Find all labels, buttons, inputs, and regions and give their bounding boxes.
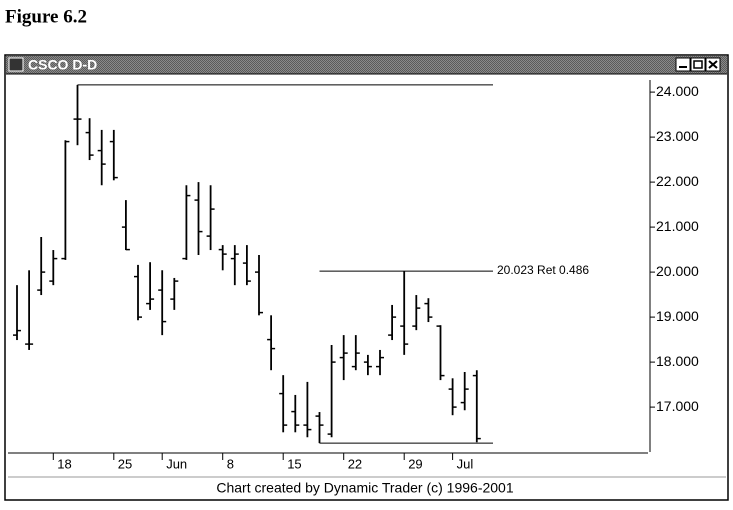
y-tick-label: 24.000 (656, 83, 699, 99)
x-tick-label: 15 (287, 456, 301, 471)
x-tick-label: 25 (118, 456, 132, 471)
window-buttons[interactable] (675, 57, 721, 72)
maximize-button[interactable] (690, 57, 706, 72)
x-tick-label: Jun (166, 456, 187, 471)
title-bar (6, 56, 727, 74)
x-tick-label: 22 (348, 456, 362, 471)
x-tick-label: 8 (227, 456, 234, 471)
retracement-label: 20.023 Ret 0.486 (497, 263, 589, 277)
y-tick-label: 23.000 (656, 128, 699, 144)
figure-caption: Figure 6.2 (5, 6, 87, 27)
window-icon (8, 57, 24, 72)
y-tick-label: 22.000 (656, 173, 699, 189)
minimize-icon (679, 66, 687, 68)
close-icon (708, 60, 718, 69)
y-tick-label: 21.000 (656, 218, 699, 234)
minimize-button[interactable] (675, 57, 691, 72)
y-tick-label: 19.000 (656, 308, 699, 324)
y-tick-label: 20.000 (656, 263, 699, 279)
footer: Chart created by Dynamic Trader (c) 1996… (216, 480, 513, 496)
window-title: CSCO D-D (28, 57, 97, 73)
window-frame (4, 54, 729, 501)
x-tick-label: 29 (408, 456, 422, 471)
y-tick-label: 17.000 (656, 398, 699, 414)
maximize-icon (693, 60, 703, 69)
y-tick-label: 18.000 (656, 353, 699, 369)
x-tick-label: Jul (457, 456, 474, 471)
x-tick-label: 18 (57, 456, 71, 471)
